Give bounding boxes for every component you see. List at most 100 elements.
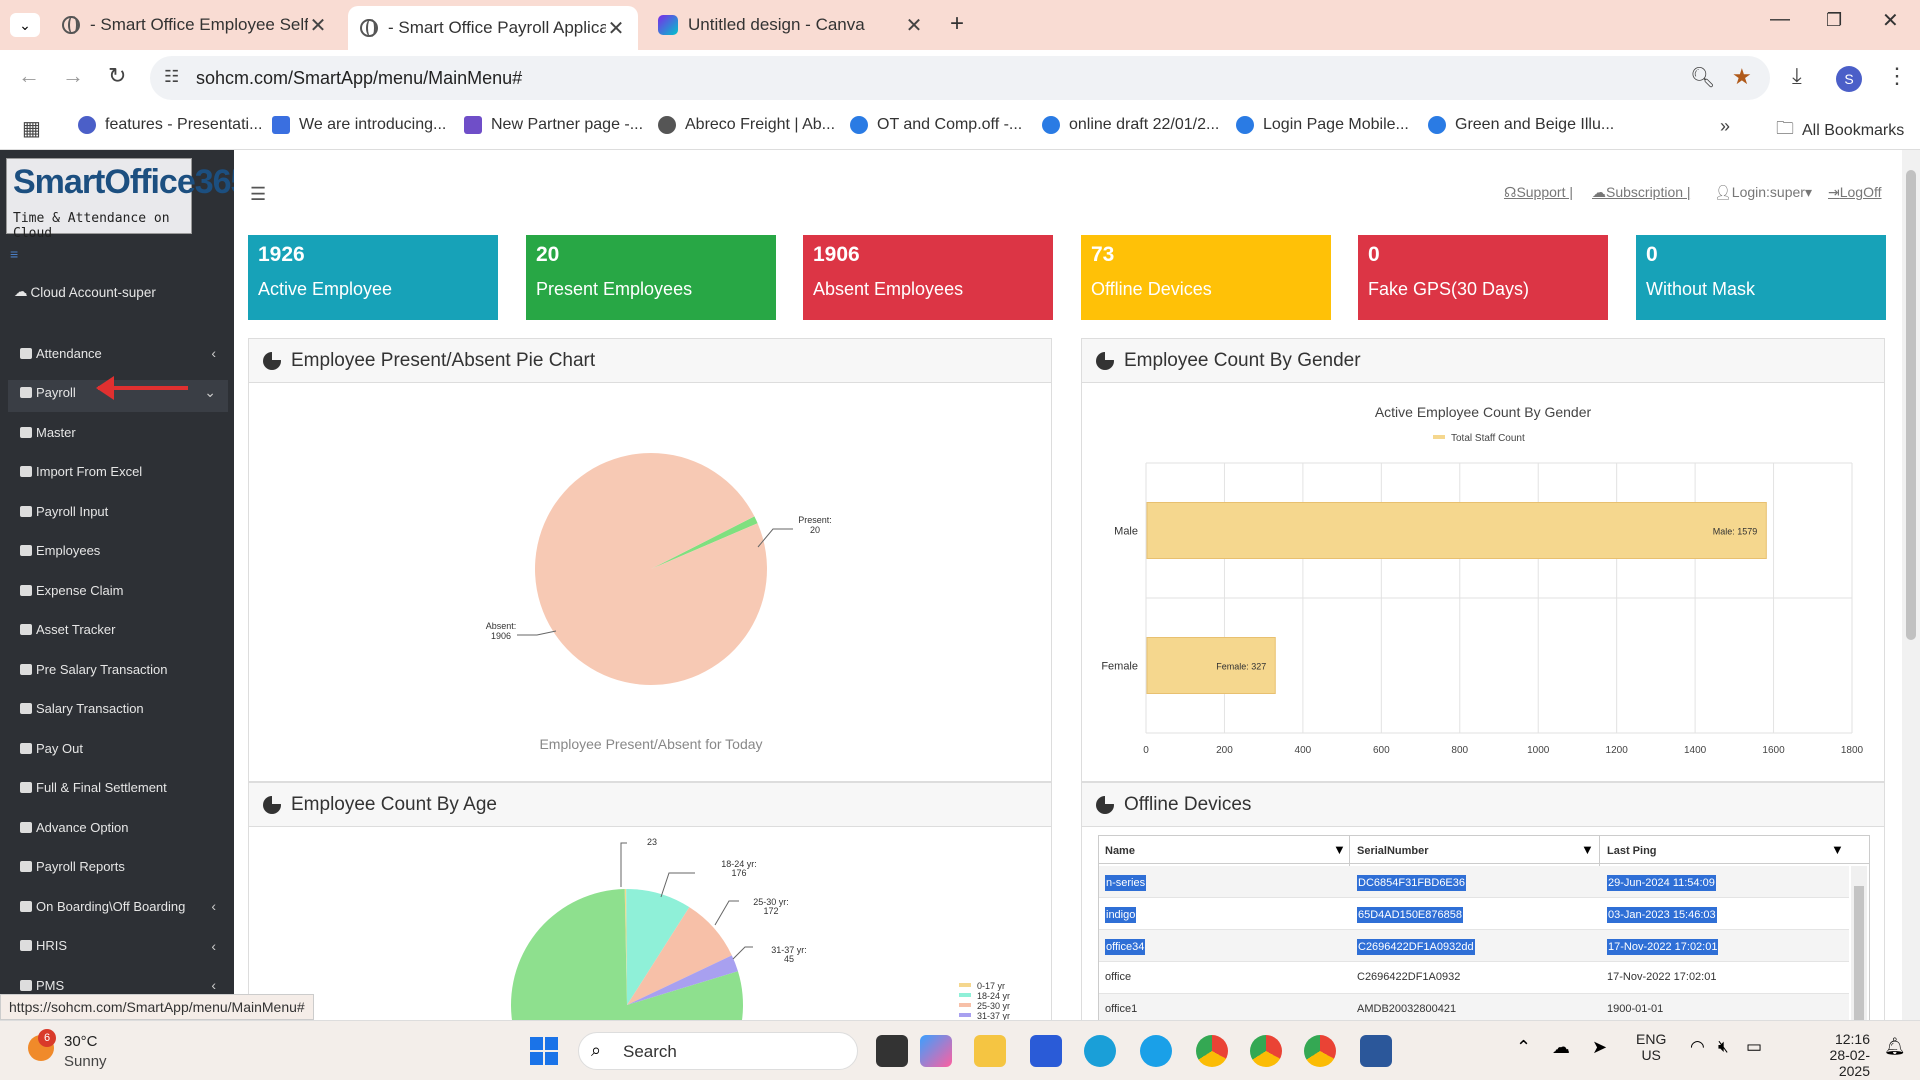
bookmark-star-icon[interactable]: ★ [1732,64,1752,89]
subscription-link[interactable]: ☁Subscription | [1592,184,1691,201]
file-explorer-icon[interactable] [974,1035,1006,1067]
table-row[interactable] [1099,962,1849,994]
sidebar-item-payroll-reports[interactable]: Payroll Reports [20,854,228,880]
table-cell[interactable]: 1900-01-01 [1607,1003,1664,1015]
bar-female[interactable] [1146,637,1276,694]
page-scrollbar[interactable] [1902,150,1920,1020]
bookmark-item[interactable]: New Partner page -... [464,116,643,134]
close-icon[interactable]: ✕ [607,17,625,40]
all-bookmarks[interactable]: 🗀 All Bookmarks [1776,116,1904,146]
apps-grid-icon[interactable]: ▦ [22,118,41,140]
mute-icon[interactable]: 🔇︎ [1718,1037,1729,1056]
filter-icon[interactable]: ▼ [1581,842,1594,857]
sidebar-item-full-final-settlement[interactable]: Full & Final Settlement [20,775,228,801]
location-icon[interactable]: ➤ [1592,1037,1608,1057]
column-header-name[interactable]: Name [1105,845,1135,857]
tab-payroll-application[interactable]: - Smart Office Payroll Applicati ✕ [348,6,638,50]
card-fake-gps[interactable]: 0 Fake GPS(30 Days) [1358,235,1608,320]
bookmark-item[interactable]: Login Page Mobile... [1236,116,1409,134]
table-cell[interactable]: office1 [1105,1003,1138,1015]
sidebar-item-payroll-input[interactable]: Payroll Input [20,498,228,524]
sidebar-item-hris[interactable]: HRIS ‹ [20,933,228,959]
age-slice[interactable] [624,889,627,1005]
word-icon[interactable] [1360,1035,1392,1067]
table-cell[interactable]: office34 [1105,939,1146,955]
bookmark-item[interactable]: Green and Beige Illu... [1428,116,1614,134]
age-slice[interactable] [627,955,738,1005]
table-cell[interactable]: 17-Nov-2022 17:02:01 [1607,939,1719,955]
table-cell[interactable]: office [1105,971,1132,983]
card-without-mask[interactable]: 0 Without Mask [1636,235,1886,320]
scroll-thumb[interactable] [1854,886,1864,1026]
grid-scrollbar[interactable] [1851,866,1867,1036]
table-cell[interactable]: indigo [1105,907,1137,923]
download-icon[interactable]: ⤓ [1792,63,1802,88]
table-cell[interactable]: AMDB20032800421 [1357,1003,1457,1015]
logoff-link[interactable]: ⇥LogOff [1828,184,1882,201]
profile-avatar[interactable]: S [1836,66,1862,92]
pie-slice-present[interactable] [651,516,758,569]
column-header-last-ping[interactable]: Last Ping [1607,845,1657,857]
wifi-icon[interactable]: ◠ [1690,1037,1705,1056]
restore-button[interactable]: ❐ [1826,10,1843,30]
window-close-button[interactable]: ✕ [1882,10,1899,32]
more-bookmarks-icon[interactable]: » [1720,116,1731,136]
chrome-icon[interactable] [1250,1035,1282,1067]
sidebar-item-pre-salary-transaction[interactable]: Pre Salary Transaction [20,656,228,682]
language-indicator[interactable]: ENG US [1636,1031,1666,1063]
card-offline-devices[interactable]: 73 Offline Devices [1081,235,1331,320]
sidebar-item-payroll[interactable]: Payroll ⌄ [20,380,228,406]
table-cell[interactable]: DC6854F31FBD6E36 [1357,875,1467,891]
onedrive-icon[interactable]: ☁ [1552,1037,1570,1057]
sidebar-item-attendance[interactable]: Attendance ‹ [20,340,228,366]
store-icon[interactable] [1030,1035,1062,1067]
minimize-button[interactable]: — [1770,8,1790,30]
clock[interactable]: 12:16 28-02-2025 [1800,1031,1870,1079]
task-view-icon[interactable] [876,1035,908,1067]
back-icon[interactable]: ← [18,63,40,88]
sidebar-item-master[interactable]: Master [20,419,228,445]
zoom-icon[interactable]: 🔍︎ [1690,67,1716,89]
card-present-employees[interactable]: 20 Present Employees [526,235,776,320]
table-cell[interactable]: n-series [1105,875,1147,891]
page-scroll-thumb[interactable] [1906,170,1916,640]
pie-slice-absent[interactable] [535,452,767,685]
card-active-employee[interactable]: 1926 Active Employee [248,235,498,320]
card-absent-employees[interactable]: 1906 Absent Employees [803,235,1053,320]
sidebar-item-pms[interactable]: PMS ‹ [20,972,228,998]
reload-icon[interactable]: ↻ [108,63,127,88]
table-row[interactable] [1099,898,1849,930]
chrome-icon[interactable] [1196,1035,1228,1067]
sidebar-item-expense-claim[interactable]: Expense Claim [20,577,228,603]
sidebar-item-asset-tracker[interactable]: Asset Tracker [20,617,228,643]
column-header-serial[interactable]: SerialNumber [1357,845,1429,857]
forward-icon[interactable]: → [62,63,84,88]
bookmark-item[interactable]: We are introducing... [272,116,446,134]
site-info-icon[interactable]: ☷ [164,67,180,86]
filter-icon[interactable]: ▼ [1831,842,1844,857]
skype-icon[interactable] [1140,1035,1172,1067]
table-cell[interactable]: 17-Nov-2022 17:02:01 [1607,971,1717,983]
table-cell[interactable]: 03-Jan-2023 15:46:03 [1607,907,1717,923]
bookmark-item[interactable]: Abreco Freight | Ab... [658,116,835,134]
url-text[interactable]: sohcm.com/SmartApp/menu/MainMenu# [196,68,523,88]
chevron-up-icon[interactable]: ⌃ [1516,1037,1532,1057]
table-cell[interactable]: 29-Jun-2024 11:54:09 [1607,875,1716,891]
support-link[interactable]: ☊Support | [1504,184,1573,201]
sidebar-item-employees[interactable]: Employees [20,538,228,564]
sidebar-item-import-from-excel[interactable]: Import From Excel [20,459,228,485]
table-cell[interactable]: C2696422DF1A0932dd [1357,939,1475,955]
age-slice[interactable] [626,889,690,1005]
sidebar-item-pay-out[interactable]: Pay Out [20,735,228,761]
new-tab-button[interactable]: + [950,10,965,37]
chrome-icon[interactable] [1304,1035,1336,1067]
table-cell[interactable]: C2696422DF1A0932 [1357,971,1461,983]
table-cell[interactable]: 65D4AD150E876858 [1357,907,1463,923]
login-dropdown[interactable]: 👤︎Login:super▾ [1714,184,1812,200]
filter-icon[interactable]: ▼ [1333,842,1346,857]
tab-search-button[interactable]: ⌄ [10,13,40,37]
age-slice[interactable] [627,907,732,1005]
taskbar-search[interactable]: ⌕ Search [578,1032,858,1070]
tab-employee-self-service[interactable]: - Smart Office Employee Self Se ✕ [50,6,340,44]
bookmark-item[interactable]: features - Presentati... [78,116,262,134]
